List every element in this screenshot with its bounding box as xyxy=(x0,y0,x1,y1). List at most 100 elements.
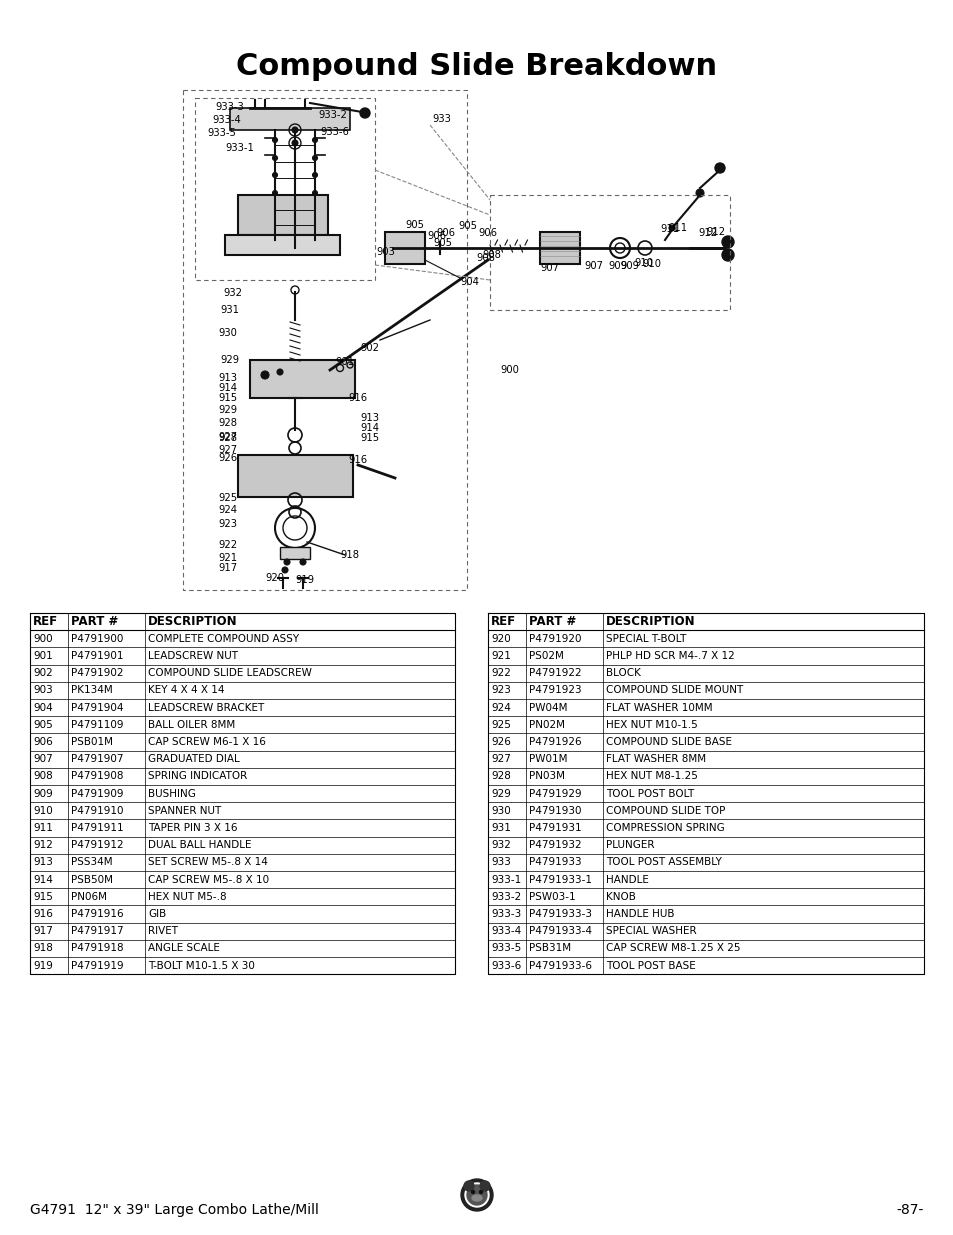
Text: P4791916: P4791916 xyxy=(71,909,124,919)
Text: 926: 926 xyxy=(218,453,237,463)
Bar xyxy=(280,547,310,559)
Text: 913: 913 xyxy=(359,412,378,424)
Text: 900: 900 xyxy=(499,366,518,375)
Text: 916: 916 xyxy=(348,454,367,466)
Text: COMPOUND SLIDE LEADSCREW: COMPOUND SLIDE LEADSCREW xyxy=(148,668,312,678)
Text: 928: 928 xyxy=(491,772,511,782)
Text: 916: 916 xyxy=(348,393,367,403)
Bar xyxy=(225,235,339,254)
Text: P4791933-3: P4791933-3 xyxy=(529,909,592,919)
Text: 918: 918 xyxy=(339,550,358,559)
Text: 933-1: 933-1 xyxy=(491,874,520,884)
Text: 908: 908 xyxy=(33,772,52,782)
Circle shape xyxy=(721,236,733,248)
Circle shape xyxy=(668,225,675,231)
Circle shape xyxy=(261,370,269,379)
Text: P4791931: P4791931 xyxy=(529,823,581,832)
Circle shape xyxy=(313,137,317,142)
Text: TAPER PIN 3 X 16: TAPER PIN 3 X 16 xyxy=(148,823,237,832)
Text: 928: 928 xyxy=(218,433,236,443)
Text: 910: 910 xyxy=(634,258,652,268)
Text: COMPOUND SLIDE MOUNT: COMPOUND SLIDE MOUNT xyxy=(605,685,742,695)
Text: 912: 912 xyxy=(705,227,724,237)
Text: 909: 909 xyxy=(33,789,52,799)
Text: LEADSCREW NUT: LEADSCREW NUT xyxy=(148,651,237,661)
Text: 907: 907 xyxy=(33,755,52,764)
Text: 910: 910 xyxy=(641,259,660,269)
Text: 929: 929 xyxy=(491,789,511,799)
Text: DESCRIPTION: DESCRIPTION xyxy=(605,615,695,629)
Text: PS02M: PS02M xyxy=(529,651,563,661)
Text: 915: 915 xyxy=(218,393,237,403)
Text: REF: REF xyxy=(33,615,58,629)
Text: 910: 910 xyxy=(33,805,52,816)
Text: 906: 906 xyxy=(477,228,497,238)
Bar xyxy=(273,520,316,536)
Bar xyxy=(250,359,355,398)
Text: BUSHING: BUSHING xyxy=(148,789,195,799)
Text: 915: 915 xyxy=(33,892,52,902)
Text: 927: 927 xyxy=(218,445,237,454)
Text: P4791923: P4791923 xyxy=(529,685,581,695)
Text: P4791902: P4791902 xyxy=(71,668,123,678)
Circle shape xyxy=(273,225,277,230)
Text: 901: 901 xyxy=(33,651,52,661)
Text: 906: 906 xyxy=(33,737,52,747)
Text: 921: 921 xyxy=(218,553,237,563)
Circle shape xyxy=(273,156,277,161)
Text: COMPRESSION SPRING: COMPRESSION SPRING xyxy=(605,823,724,832)
Text: 933-2: 933-2 xyxy=(491,892,520,902)
Text: 929: 929 xyxy=(218,405,237,415)
Text: 931: 931 xyxy=(491,823,511,832)
Text: P4791912: P4791912 xyxy=(71,840,124,850)
Text: PLUNGER: PLUNGER xyxy=(605,840,654,850)
Text: TOOL POST BASE: TOOL POST BASE xyxy=(605,961,695,971)
Text: 908: 908 xyxy=(476,253,495,263)
Circle shape xyxy=(464,1183,489,1207)
Text: 933-4: 933-4 xyxy=(491,926,520,936)
Text: CAP SCREW M6-1 X 16: CAP SCREW M6-1 X 16 xyxy=(148,737,266,747)
Text: P4791919: P4791919 xyxy=(71,961,124,971)
Text: 933-1: 933-1 xyxy=(225,143,253,153)
Text: 932: 932 xyxy=(223,288,242,298)
Text: 932: 932 xyxy=(491,840,511,850)
Text: 902: 902 xyxy=(359,343,378,353)
Text: DUAL BALL HANDLE: DUAL BALL HANDLE xyxy=(148,840,252,850)
Text: 933-5: 933-5 xyxy=(207,128,235,138)
Text: P4791922: P4791922 xyxy=(529,668,581,678)
Text: GIB: GIB xyxy=(148,909,166,919)
Text: 906: 906 xyxy=(427,231,446,241)
Text: P4791933-6: P4791933-6 xyxy=(529,961,592,971)
Text: 912: 912 xyxy=(698,228,717,238)
Text: 914: 914 xyxy=(33,874,52,884)
Text: P4791910: P4791910 xyxy=(71,805,123,816)
Text: 927: 927 xyxy=(491,755,511,764)
Text: GRADUATED DIAL: GRADUATED DIAL xyxy=(148,755,239,764)
Text: 933-6: 933-6 xyxy=(491,961,520,971)
Text: 919: 919 xyxy=(294,576,314,585)
Text: CAP SCREW M8-1.25 X 25: CAP SCREW M8-1.25 X 25 xyxy=(605,944,740,953)
Text: 915: 915 xyxy=(359,433,378,443)
Text: 905: 905 xyxy=(405,220,423,230)
Text: DESCRIPTION: DESCRIPTION xyxy=(148,615,237,629)
Text: 933: 933 xyxy=(491,857,511,867)
Text: KEY 4 X 4 X 14: KEY 4 X 4 X 14 xyxy=(148,685,224,695)
Text: P4791930: P4791930 xyxy=(529,805,581,816)
Text: PSB31M: PSB31M xyxy=(529,944,571,953)
Text: BALL OILER 8MM: BALL OILER 8MM xyxy=(148,720,235,730)
Text: 907: 907 xyxy=(539,263,558,273)
Text: 926: 926 xyxy=(491,737,511,747)
Text: COMPOUND SLIDE TOP: COMPOUND SLIDE TOP xyxy=(605,805,724,816)
Text: Compound Slide Breakdown: Compound Slide Breakdown xyxy=(236,52,717,82)
Text: P4791909: P4791909 xyxy=(71,789,123,799)
Text: COMPOUND SLIDE BASE: COMPOUND SLIDE BASE xyxy=(605,737,731,747)
Circle shape xyxy=(313,225,317,230)
Text: 914: 914 xyxy=(359,424,378,433)
Text: P4791917: P4791917 xyxy=(71,926,124,936)
Circle shape xyxy=(313,173,317,178)
Text: HEX NUT M5-.8: HEX NUT M5-.8 xyxy=(148,892,227,902)
Text: P4791900: P4791900 xyxy=(71,634,123,643)
Text: PW04M: PW04M xyxy=(529,703,567,713)
Text: TOOL POST ASSEMBLY: TOOL POST ASSEMBLY xyxy=(605,857,721,867)
Text: PN02M: PN02M xyxy=(529,720,564,730)
